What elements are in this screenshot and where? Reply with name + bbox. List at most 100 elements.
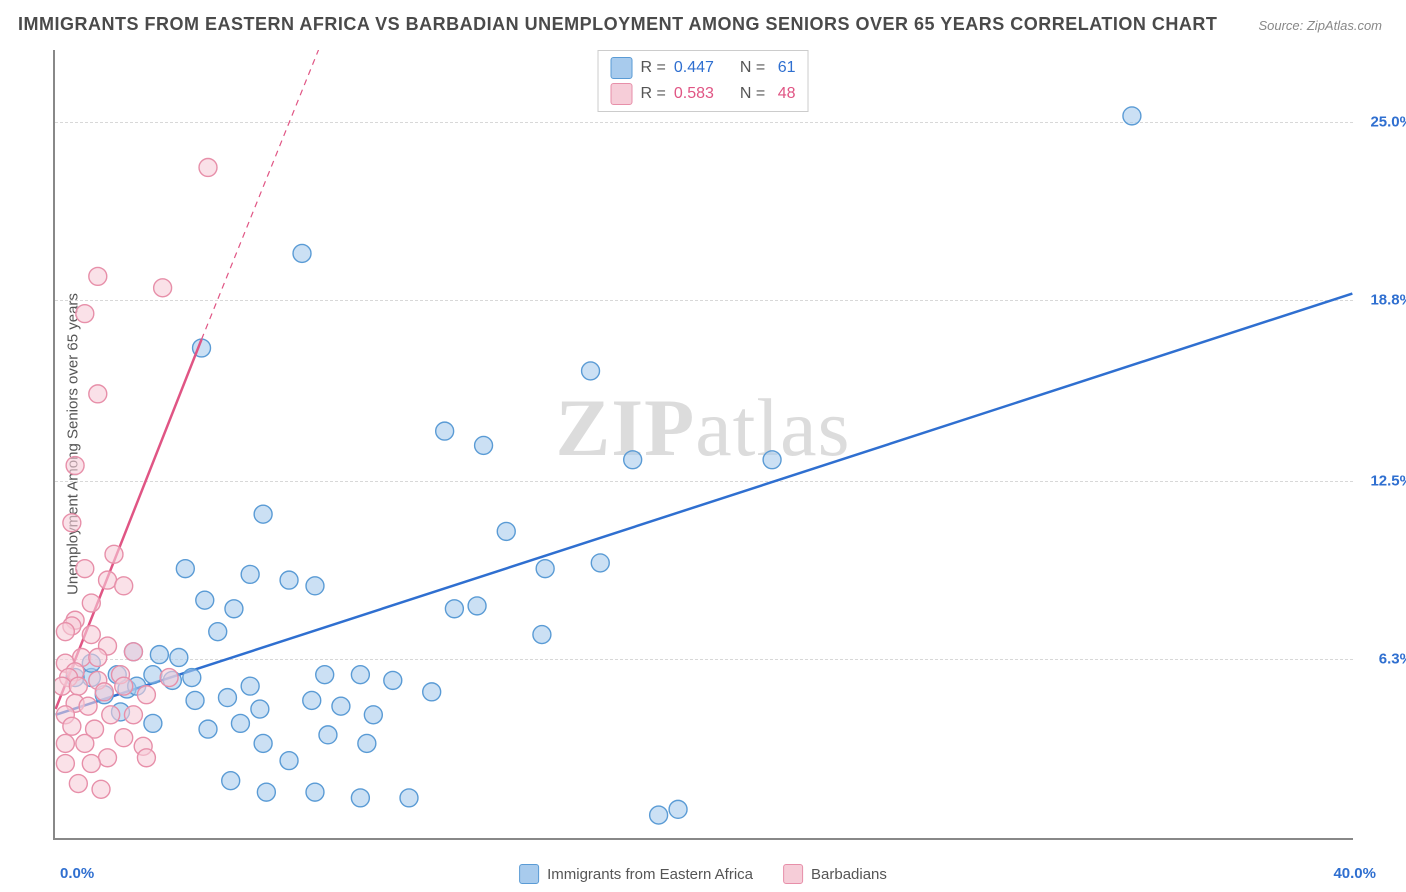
scatter-point (218, 689, 236, 707)
scatter-point (319, 726, 337, 744)
scatter-point (257, 783, 275, 801)
legend-label: Barbadians (811, 866, 887, 883)
scatter-point (105, 545, 123, 563)
scatter-point (351, 666, 369, 684)
scatter-point (222, 772, 240, 790)
stat-swatch (611, 57, 633, 79)
source-label: Source: ZipAtlas.com (1258, 18, 1382, 33)
scatter-point (241, 677, 259, 695)
scatter-point (89, 267, 107, 285)
scatter-point (316, 666, 334, 684)
stat-legend-box: R = 0.447 N = 61 R = 0.583 N = 48 (598, 50, 809, 112)
regression-line-dashed (202, 50, 348, 339)
y-tick-label: 12.5% (1358, 472, 1406, 489)
stat-n-value: 61 (773, 59, 795, 77)
scatter-point (384, 671, 402, 689)
scatter-point (423, 683, 441, 701)
scatter-point (150, 646, 168, 664)
stat-row: R = 0.447 N = 61 (611, 55, 796, 81)
chart-title: IMMIGRANTS FROM EASTERN AFRICA VS BARBAD… (18, 14, 1217, 35)
scatter-svg (55, 50, 1353, 838)
scatter-point (251, 700, 269, 718)
scatter-point (225, 600, 243, 618)
x-range-start-label: 0.0% (60, 865, 94, 882)
scatter-point (293, 244, 311, 262)
scatter-point (56, 623, 74, 641)
legend-item: Barbadians (783, 864, 887, 884)
scatter-point (69, 677, 87, 695)
scatter-point (254, 734, 272, 752)
scatter-point (303, 691, 321, 709)
scatter-point (536, 560, 554, 578)
bottom-legend: Immigrants from Eastern Africa Barbadians (519, 864, 887, 884)
scatter-point (82, 755, 100, 773)
scatter-point (99, 749, 117, 767)
scatter-point (102, 706, 120, 724)
scatter-point (76, 734, 94, 752)
scatter-point (170, 648, 188, 666)
scatter-point (199, 720, 217, 738)
stat-r-value: 0.447 (674, 59, 714, 77)
legend-item: Immigrants from Eastern Africa (519, 864, 753, 884)
scatter-point (624, 451, 642, 469)
scatter-point (63, 514, 81, 532)
stat-r-value: 0.583 (674, 85, 714, 103)
scatter-point (82, 594, 100, 612)
stat-n-label: N = (740, 59, 765, 77)
scatter-point (436, 422, 454, 440)
scatter-point (89, 648, 107, 666)
scatter-point (89, 385, 107, 403)
scatter-point (144, 666, 162, 684)
scatter-point (231, 714, 249, 732)
scatter-point (56, 755, 74, 773)
scatter-point (183, 669, 201, 687)
scatter-point (56, 734, 74, 752)
scatter-point (176, 560, 194, 578)
scatter-point (124, 706, 142, 724)
scatter-point (66, 457, 84, 475)
y-tick-label: 18.8% (1358, 291, 1406, 308)
scatter-point (186, 691, 204, 709)
scatter-point (99, 571, 117, 589)
legend-label: Immigrants from Eastern Africa (547, 866, 753, 883)
scatter-point (591, 554, 609, 572)
stat-r-label: R = (641, 59, 666, 77)
scatter-point (115, 729, 133, 747)
scatter-point (280, 571, 298, 589)
regression-line (56, 294, 1353, 715)
scatter-point (351, 789, 369, 807)
scatter-point (533, 626, 551, 644)
scatter-point (69, 775, 87, 793)
scatter-point (763, 451, 781, 469)
scatter-point (154, 279, 172, 297)
stat-r-label: R = (641, 85, 666, 103)
legend-swatch (519, 864, 539, 884)
scatter-point (358, 734, 376, 752)
scatter-point (76, 560, 94, 578)
stat-n-label: N = (740, 85, 765, 103)
scatter-point (92, 780, 110, 798)
scatter-point (582, 362, 600, 380)
scatter-point (445, 600, 463, 618)
scatter-point (79, 697, 97, 715)
scatter-point (95, 683, 113, 701)
scatter-point (199, 159, 217, 177)
scatter-point (306, 783, 324, 801)
scatter-point (650, 806, 668, 824)
stat-n-value: 48 (773, 85, 795, 103)
stat-row: R = 0.583 N = 48 (611, 81, 796, 107)
y-tick-label: 25.0% (1358, 113, 1406, 130)
scatter-point (137, 686, 155, 704)
scatter-point (254, 505, 272, 523)
scatter-point (144, 714, 162, 732)
scatter-point (160, 669, 178, 687)
scatter-point (400, 789, 418, 807)
scatter-point (115, 577, 133, 595)
scatter-point (280, 752, 298, 770)
y-tick-label: 6.3% (1358, 651, 1406, 668)
scatter-point (137, 749, 155, 767)
scatter-point (82, 626, 100, 644)
scatter-point (76, 305, 94, 323)
scatter-point (115, 677, 133, 695)
scatter-point (241, 565, 259, 583)
